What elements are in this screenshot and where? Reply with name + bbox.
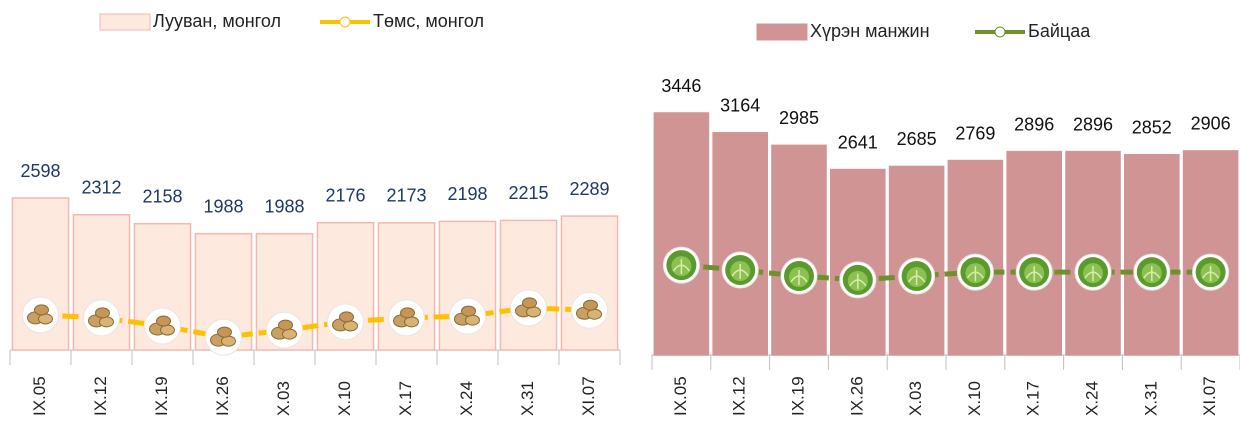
- value-label: 1988: [264, 196, 304, 216]
- x-tick-label: XI.07: [579, 376, 598, 416]
- bar: [561, 216, 617, 350]
- value-label: 2685: [897, 129, 937, 149]
- legend-label: Төмс, монгол: [373, 11, 484, 31]
- value-label: 2906: [1191, 114, 1231, 134]
- bar: [1007, 152, 1061, 355]
- bar: [772, 145, 826, 355]
- potato-shape: [527, 307, 541, 317]
- x-tick-label: XI.07: [1200, 376, 1219, 416]
- potato-marker: [572, 292, 608, 328]
- potato-marker: [511, 290, 547, 326]
- x-tick-label: IX.12: [91, 376, 110, 416]
- potato-shape: [401, 308, 415, 318]
- x-tick-label: IX.12: [730, 376, 749, 416]
- potato-shape: [222, 336, 236, 346]
- potato-shape: [523, 298, 537, 308]
- value-label: 2896: [1073, 114, 1113, 134]
- x-tick-label: X.24: [1082, 381, 1101, 416]
- potato-marker: [450, 298, 486, 334]
- value-label: 2852: [1132, 117, 1172, 137]
- cabbage-marker: [663, 247, 699, 283]
- potato-marker: [328, 304, 364, 340]
- bar: [654, 113, 708, 355]
- potato-shape: [35, 305, 49, 315]
- x-tick-label: X.03: [274, 381, 293, 416]
- potato-shape: [39, 314, 53, 324]
- x-tick-label: IX.26: [213, 376, 232, 416]
- value-label: 2312: [81, 177, 121, 197]
- potato-shape: [283, 329, 297, 339]
- value-label: 2215: [508, 183, 548, 203]
- chart: Хүрэн манжин Байцаа 3446 3164 2985 2641 2685 27…: [652, 21, 1240, 416]
- x-tick-label: X.17: [1024, 381, 1043, 416]
- potato-marker: [145, 308, 181, 344]
- potato-shape: [157, 316, 171, 326]
- potato-shape: [100, 317, 114, 327]
- potato-marker: [84, 300, 120, 336]
- value-label: 2289: [569, 179, 609, 199]
- potato-marker: [389, 300, 425, 336]
- legend-swatch: [995, 27, 1005, 37]
- value-label: 2641: [838, 132, 878, 152]
- x-tick-label: IX.05: [671, 376, 690, 416]
- potato-shape: [462, 306, 476, 316]
- value-label: 2769: [955, 123, 995, 143]
- legend-label: Хүрэн манжин: [810, 21, 930, 41]
- potato-shape: [466, 315, 480, 325]
- value-label: 2985: [779, 108, 819, 128]
- x-tick-label: X.31: [518, 381, 537, 416]
- potato-shape: [584, 300, 598, 310]
- value-label: 3164: [720, 96, 760, 116]
- cabbage-marker: [722, 252, 758, 288]
- legend-swatch: [340, 17, 350, 27]
- potato-shape: [279, 320, 293, 330]
- cabbage-marker: [1134, 254, 1170, 290]
- potato-shape: [340, 312, 354, 322]
- potato-shape: [405, 317, 419, 327]
- potato-marker: [206, 319, 242, 355]
- potato-marker: [23, 297, 59, 333]
- legend-swatch: [100, 14, 150, 30]
- value-label: 2896: [1014, 114, 1054, 134]
- cabbage-marker: [899, 258, 935, 294]
- x-tick-label: X.17: [396, 381, 415, 416]
- bar: [500, 220, 556, 350]
- x-tick-label: X.10: [965, 381, 984, 416]
- cabbage-marker: [781, 258, 817, 294]
- value-label: 2198: [447, 184, 487, 204]
- x-tick-label: IX.05: [30, 376, 49, 416]
- chart: Лууван, монгол Төмс, монгол 2598 2312 2158 19…: [10, 11, 620, 416]
- value-label: 2598: [20, 161, 60, 181]
- bar: [1066, 152, 1120, 355]
- bar: [1184, 151, 1238, 355]
- x-tick-label: X.24: [457, 381, 476, 416]
- dashboard: Лууван, монгол Төмс, монгол 2598 2312 2158 19…: [0, 0, 1240, 419]
- x-tick-label: X.03: [906, 381, 925, 416]
- potato-marker: [267, 312, 303, 348]
- value-label: 3446: [661, 76, 701, 96]
- value-label: 2173: [386, 186, 426, 206]
- legend-swatch: [757, 24, 807, 40]
- cabbage-marker: [957, 254, 993, 290]
- x-tick-label: X.10: [335, 381, 354, 416]
- potato-shape: [344, 321, 358, 331]
- legend-label: Байцаа: [1028, 21, 1091, 41]
- value-label: 2176: [325, 185, 365, 205]
- cabbage-marker: [1075, 254, 1111, 290]
- value-label: 1988: [203, 196, 243, 216]
- value-label: 2158: [142, 186, 182, 206]
- x-tick-label: IX.19: [788, 376, 807, 416]
- x-tick-label: IX.19: [152, 376, 171, 416]
- potato-shape: [218, 327, 232, 337]
- potato-shape: [161, 325, 175, 335]
- legend-label: Лууван, монгол: [153, 11, 281, 31]
- cabbage-marker: [1193, 254, 1229, 290]
- x-tick-label: IX.26: [847, 376, 866, 416]
- cabbage-marker: [840, 262, 876, 298]
- potato-shape: [96, 308, 110, 318]
- bar: [713, 133, 767, 355]
- cabbage-marker: [1016, 254, 1052, 290]
- x-tick-label: X.31: [1141, 381, 1160, 416]
- potato-shape: [588, 309, 602, 319]
